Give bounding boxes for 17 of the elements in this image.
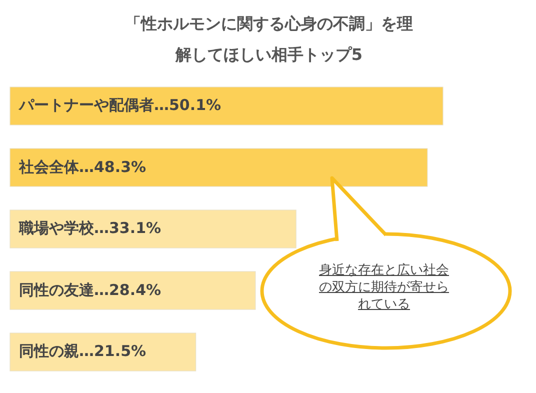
y-tick-label: 同性の友達 — [19, 280, 94, 298]
bar — [10, 86, 444, 126]
bar — [10, 148, 428, 187]
data-label: …50.1% — [154, 96, 222, 114]
bar — [10, 271, 256, 310]
y-tick-label: 職場や学校 — [19, 219, 94, 237]
y-tick-label: パートナーや配偶者 — [19, 96, 154, 114]
annotation: 身近な存在と広い社会の双方に期待が寄せられている — [319, 263, 449, 312]
data-label: …28.4% — [94, 280, 162, 298]
data-label: …48.3% — [79, 158, 146, 176]
data-label: …33.1% — [94, 219, 162, 237]
bar — [10, 210, 296, 248]
y-tick-label: 同性の親 — [19, 342, 79, 360]
y-tick-label: 社会全体 — [19, 158, 79, 176]
data-label: …21.5% — [79, 342, 146, 360]
bar — [10, 332, 196, 372]
chart-title: 「性ホルモンに関する心身の不調」を理解してほしい相手トップ5 — [124, 13, 414, 66]
